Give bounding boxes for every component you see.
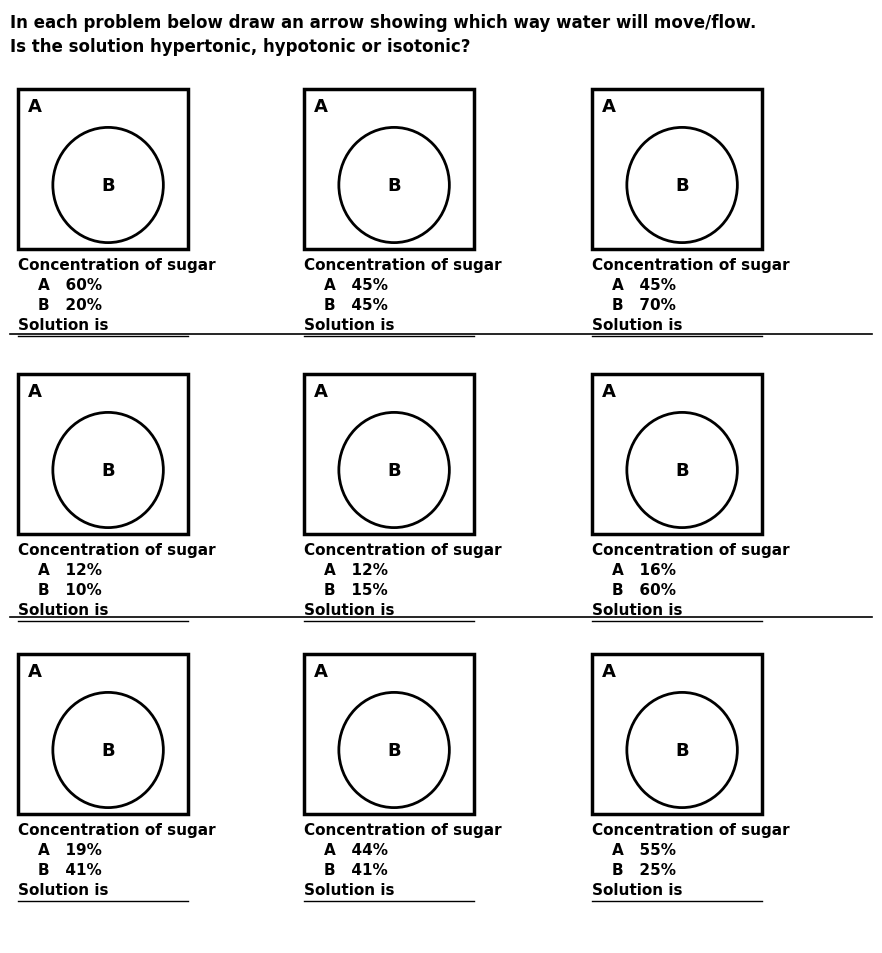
- Text: A: A: [602, 662, 616, 680]
- Text: B: B: [676, 177, 689, 194]
- Bar: [592, 90, 762, 250]
- Text: A   16%: A 16%: [612, 562, 676, 578]
- Text: B   10%: B 10%: [38, 582, 101, 598]
- Text: A: A: [28, 98, 41, 116]
- Text: B   45%: B 45%: [324, 297, 388, 313]
- Ellipse shape: [627, 129, 737, 243]
- Text: A   44%: A 44%: [324, 842, 388, 857]
- Text: B   41%: B 41%: [324, 862, 388, 877]
- Text: B   15%: B 15%: [324, 582, 388, 598]
- Text: B: B: [101, 177, 115, 194]
- Text: A: A: [314, 662, 328, 680]
- Text: Solution is: Solution is: [18, 317, 108, 333]
- Text: B: B: [387, 461, 401, 479]
- Text: Solution is: Solution is: [592, 882, 683, 897]
- Text: A: A: [28, 662, 41, 680]
- Text: A: A: [602, 98, 616, 116]
- Bar: [18, 655, 188, 814]
- Ellipse shape: [339, 129, 449, 243]
- Text: B: B: [101, 741, 115, 760]
- Text: A   45%: A 45%: [612, 277, 676, 293]
- Bar: [592, 375, 762, 535]
- Text: B   41%: B 41%: [38, 862, 101, 877]
- Text: Solution is: Solution is: [304, 882, 394, 897]
- Bar: [304, 375, 474, 535]
- Text: A   55%: A 55%: [612, 842, 676, 857]
- Text: A   12%: A 12%: [38, 562, 102, 578]
- Text: B: B: [387, 177, 401, 194]
- Text: B: B: [101, 461, 115, 479]
- Text: Concentration of sugar: Concentration of sugar: [18, 257, 215, 273]
- Ellipse shape: [339, 413, 449, 528]
- Ellipse shape: [627, 693, 737, 808]
- Text: B   25%: B 25%: [612, 862, 676, 877]
- Text: B   70%: B 70%: [612, 297, 676, 313]
- Text: A   60%: A 60%: [38, 277, 102, 293]
- Bar: [304, 90, 474, 250]
- Ellipse shape: [627, 413, 737, 528]
- Text: Solution is: Solution is: [304, 317, 394, 333]
- Bar: [304, 655, 474, 814]
- Text: Concentration of sugar: Concentration of sugar: [304, 257, 502, 273]
- Text: A   19%: A 19%: [38, 842, 102, 857]
- Bar: [592, 655, 762, 814]
- Ellipse shape: [53, 413, 163, 528]
- Bar: [18, 375, 188, 535]
- Text: B: B: [676, 741, 689, 760]
- Text: B: B: [676, 461, 689, 479]
- Text: Concentration of sugar: Concentration of sugar: [592, 257, 789, 273]
- Text: Concentration of sugar: Concentration of sugar: [304, 542, 502, 558]
- Ellipse shape: [339, 693, 449, 808]
- Ellipse shape: [53, 129, 163, 243]
- Text: A: A: [602, 382, 616, 400]
- Ellipse shape: [53, 693, 163, 808]
- Text: Is the solution hypertonic, hypotonic or isotonic?: Is the solution hypertonic, hypotonic or…: [10, 38, 470, 56]
- Text: B   60%: B 60%: [612, 582, 676, 598]
- Text: In each problem below draw an arrow showing which way water will move/flow.: In each problem below draw an arrow show…: [10, 14, 757, 32]
- Text: A: A: [314, 382, 328, 400]
- Text: A   12%: A 12%: [324, 562, 388, 578]
- Text: Solution is: Solution is: [18, 602, 108, 618]
- Text: A: A: [314, 98, 328, 116]
- Text: A: A: [28, 382, 41, 400]
- Bar: [18, 90, 188, 250]
- Text: Solution is: Solution is: [592, 317, 683, 333]
- Text: Solution is: Solution is: [304, 602, 394, 618]
- Text: Concentration of sugar: Concentration of sugar: [592, 542, 789, 558]
- Text: Concentration of sugar: Concentration of sugar: [592, 822, 789, 837]
- Text: B: B: [387, 741, 401, 760]
- Text: Solution is: Solution is: [592, 602, 683, 618]
- Text: A   45%: A 45%: [324, 277, 388, 293]
- Text: Concentration of sugar: Concentration of sugar: [18, 542, 215, 558]
- Text: Concentration of sugar: Concentration of sugar: [18, 822, 215, 837]
- Text: B   20%: B 20%: [38, 297, 102, 313]
- Text: Concentration of sugar: Concentration of sugar: [304, 822, 502, 837]
- Text: Solution is: Solution is: [18, 882, 108, 897]
